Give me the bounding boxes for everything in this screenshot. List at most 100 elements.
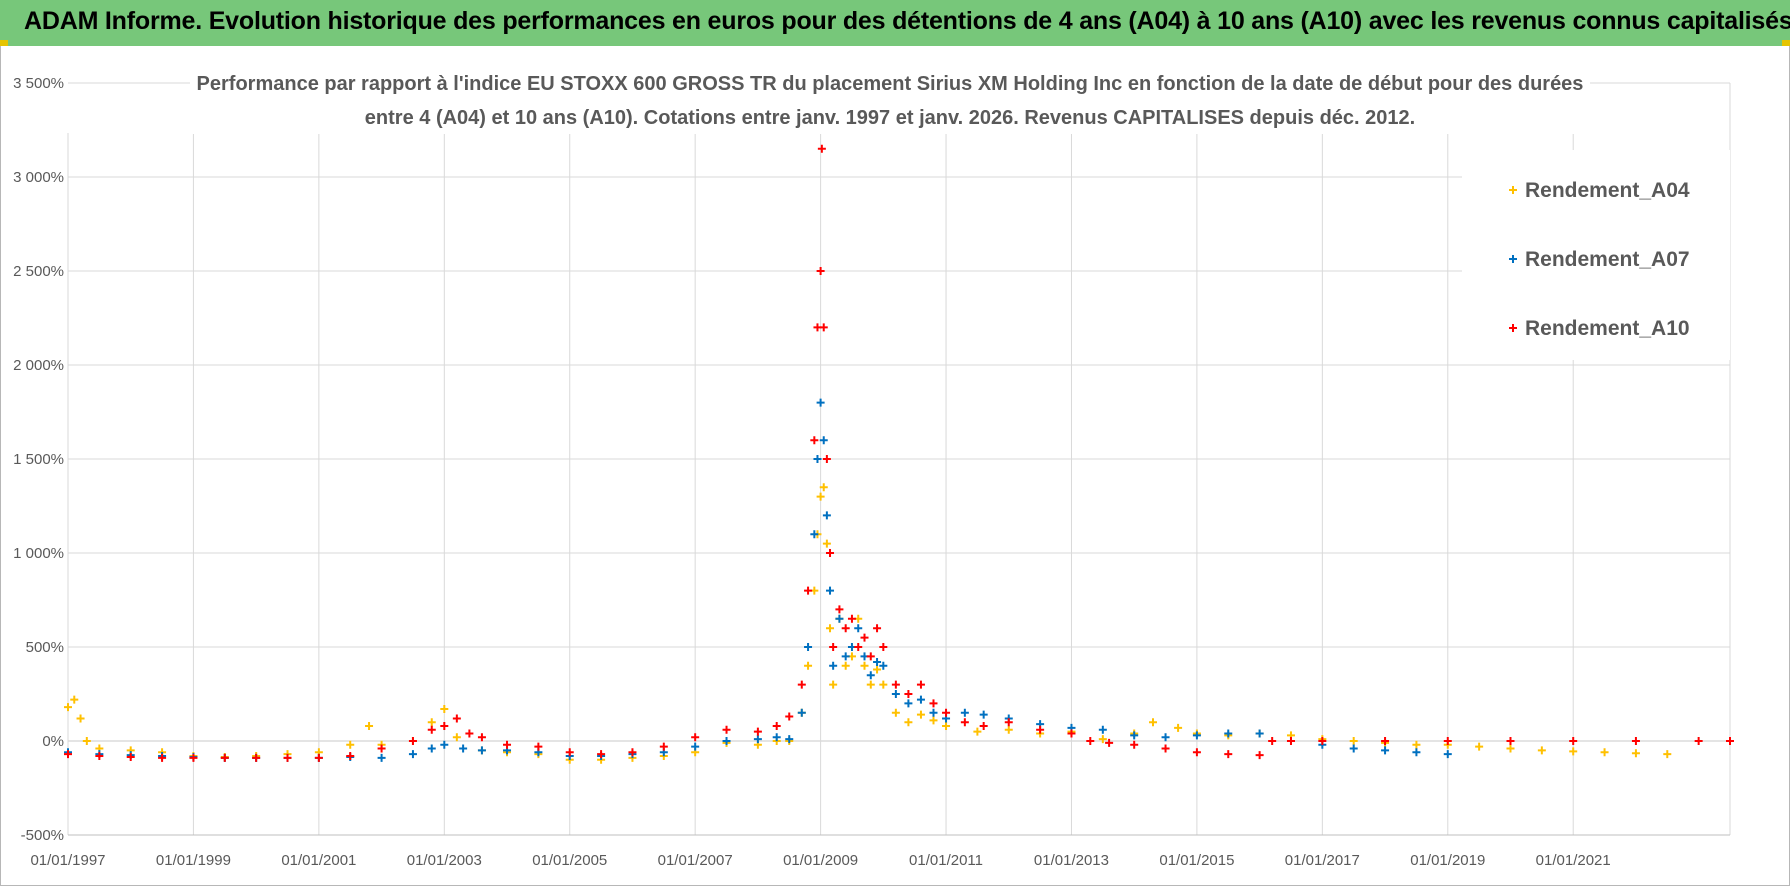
y-tick-label: 3 000% [13, 169, 64, 186]
report-header: ADAM Informe. Evolution historique des p… [0, 0, 1790, 46]
data-point [904, 718, 913, 727]
data-point [82, 737, 91, 745]
data-point [904, 690, 913, 698]
chart-title-line-1: Performance par rapport à l'indice EU ST… [197, 73, 1584, 95]
data-point [1349, 737, 1358, 745]
series-Rendement_A04 [64, 483, 1672, 764]
data-point [973, 727, 982, 736]
x-tick-label: 01/01/2015 [1159, 852, 1234, 869]
data-point [1318, 737, 1327, 745]
data-point [904, 699, 913, 708]
data-point [822, 539, 831, 548]
data-point [1726, 737, 1734, 745]
y-tick-label: -500% [21, 827, 64, 844]
data-point [459, 744, 468, 753]
data-point [1224, 750, 1233, 759]
data-point [1036, 725, 1045, 734]
data-point [1004, 725, 1013, 734]
data-point [722, 737, 731, 745]
data-point [1130, 740, 1139, 749]
data-point [772, 721, 781, 730]
data-point [835, 605, 844, 614]
data-point [829, 661, 838, 670]
data-point [377, 744, 386, 753]
legend-marker [1509, 324, 1517, 332]
data-point [929, 699, 938, 708]
data-point [597, 750, 606, 759]
data-point [916, 680, 925, 689]
data-point [1381, 737, 1390, 745]
data-point [866, 671, 875, 680]
data-point [1098, 735, 1107, 744]
data-point [1631, 737, 1640, 745]
data-point [866, 652, 875, 661]
data-point [1130, 731, 1139, 740]
data-point [1268, 737, 1277, 745]
data-point [841, 624, 850, 633]
legend-label: Rendement_A07 [1525, 248, 1690, 271]
data-point [1086, 737, 1095, 745]
data-point [659, 742, 668, 751]
data-point [283, 753, 292, 762]
data-point [427, 725, 436, 734]
data-point [95, 752, 104, 761]
data-point [819, 323, 828, 332]
data-point [873, 658, 882, 667]
legend-label: Rendement_A04 [1525, 179, 1690, 202]
data-point [722, 725, 731, 734]
x-tick-label: 01/01/2011 [909, 852, 983, 869]
data-point [691, 742, 700, 751]
data-point [314, 753, 323, 762]
data-point [826, 549, 835, 557]
report-title: ADAM Informe. Evolution historique des p… [24, 7, 1790, 35]
data-point [1192, 748, 1201, 757]
data-point [477, 733, 486, 742]
data-point [829, 680, 838, 689]
data-point [534, 742, 543, 751]
data-point [126, 752, 135, 761]
data-point [1412, 748, 1421, 757]
data-point [1192, 731, 1201, 740]
data-point [1443, 737, 1452, 745]
data-point [477, 746, 486, 755]
chart-title: Performance par rapport à l'indice EU ST… [190, 64, 1590, 134]
data-point [1161, 744, 1170, 753]
axes: -500% 0% 500% 1 000% 1 500% 2 000% 2 500% 3 000… [13, 75, 1730, 869]
data-point [891, 708, 900, 717]
data-point [377, 753, 386, 762]
legend: Rendement_A04 Rendement_A07 Rendement_A10 [1462, 150, 1730, 360]
data-point [1381, 746, 1390, 755]
data-point [810, 436, 819, 445]
data-point [829, 643, 838, 651]
y-tick-label: 1 000% [13, 545, 64, 562]
data-point [826, 586, 835, 595]
series-Rendement_A07 [64, 398, 1452, 762]
data-point [804, 643, 813, 651]
data-point [1412, 740, 1421, 749]
data-point [1663, 750, 1672, 759]
data-point [1475, 742, 1484, 751]
data-point [1506, 744, 1515, 753]
data-point [960, 708, 969, 717]
chart-title-line-2: entre 4 (A04) et 10 ans (A10). Cotations… [365, 107, 1415, 129]
x-tick-label: 01/01/2009 [783, 852, 858, 869]
data-point [1067, 729, 1076, 738]
data-point [891, 690, 900, 698]
data-point [64, 703, 72, 712]
data-point [1349, 744, 1358, 753]
data-point [810, 530, 819, 539]
data-point [565, 748, 574, 757]
x-tick-label: 01/01/2017 [1285, 852, 1360, 869]
data-point [1098, 725, 1107, 734]
data-point [440, 740, 449, 749]
data-point [427, 718, 436, 727]
data-point [346, 752, 355, 761]
data-point [1631, 749, 1640, 758]
data-point [916, 695, 925, 704]
data-point [1161, 733, 1170, 742]
series-Rendement_A10 [64, 144, 1734, 762]
data-point [873, 665, 882, 674]
data-point [979, 710, 988, 719]
